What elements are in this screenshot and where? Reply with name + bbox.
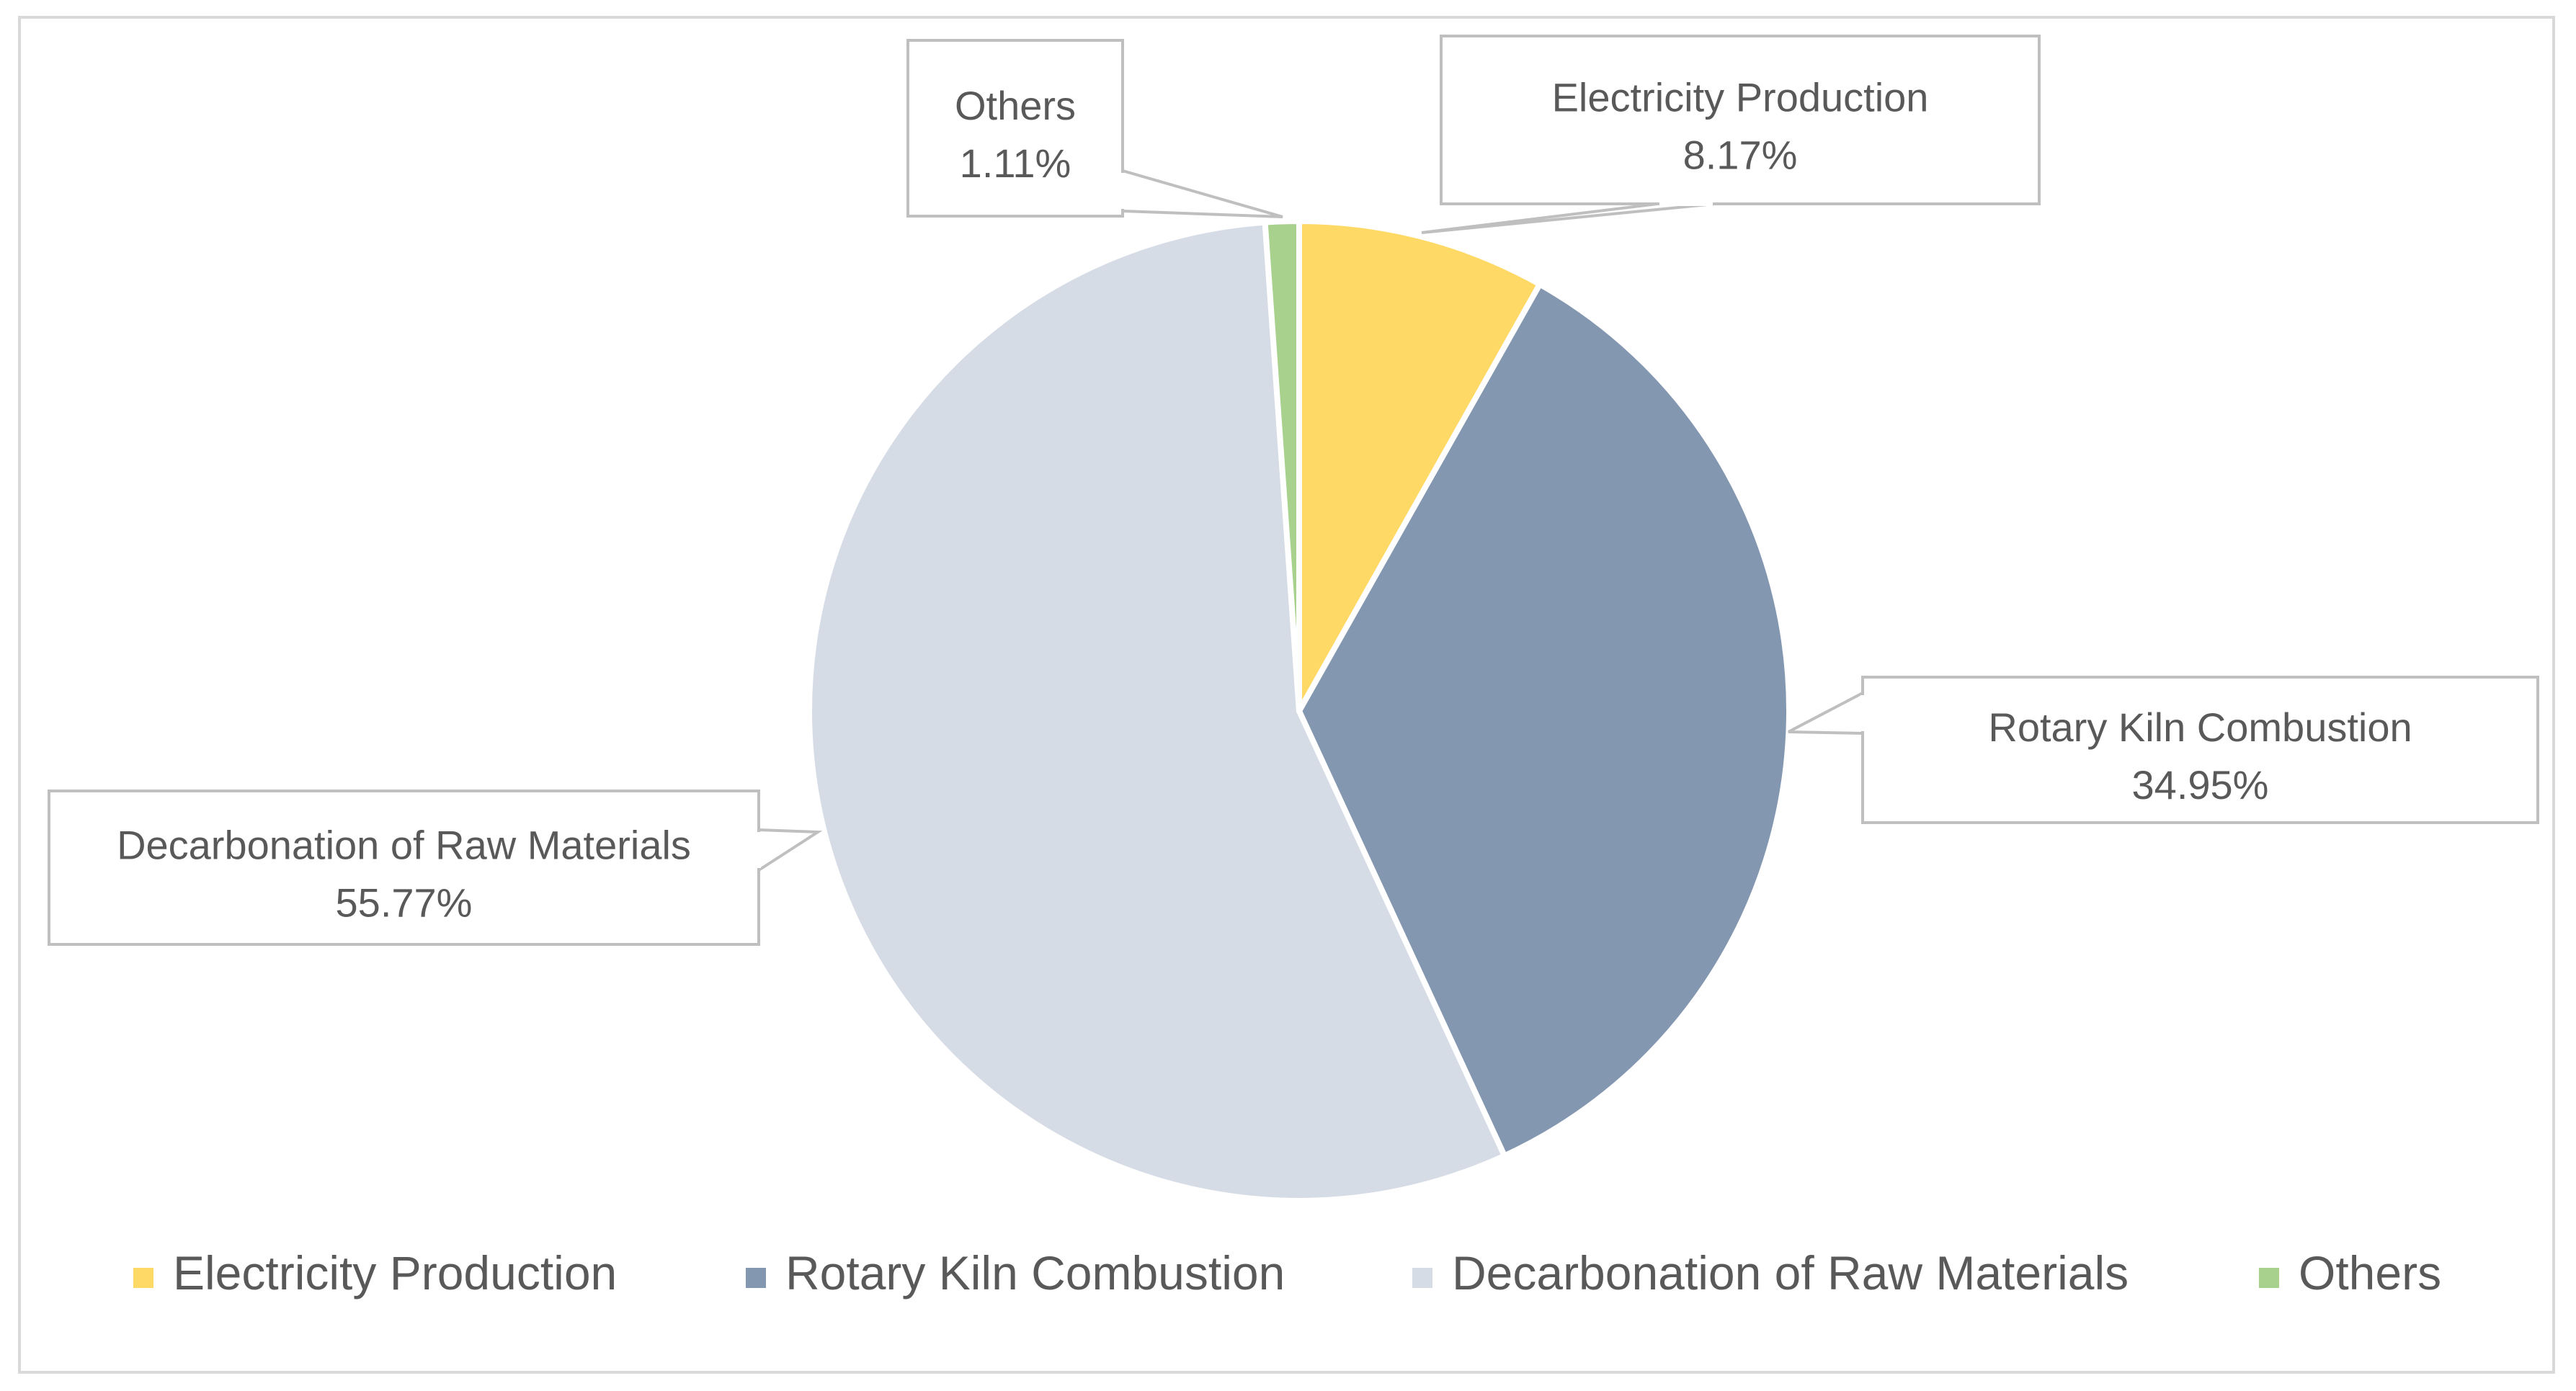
data-label-category: Electricity Production xyxy=(1552,75,1929,120)
legend-label: Decarbonation of Raw Materials xyxy=(1452,1246,2129,1300)
data-label-value: 34.95% xyxy=(2132,762,2269,808)
data-label-value: 55.77% xyxy=(336,880,473,926)
pie-slice-decarbonation-of-raw-materials xyxy=(806,219,1507,1204)
data-label-callouts: Electricity Production 8.17% Rotary Kiln C… xyxy=(48,35,2539,946)
callout-box xyxy=(1440,35,2041,205)
pie-slices xyxy=(806,218,1792,1204)
legend-label: Others xyxy=(2299,1246,2441,1300)
data-label-value: 8.17% xyxy=(1683,133,1798,178)
legend-item-rotary-kiln-combustion: Rotary Kiln Combustion xyxy=(746,1246,1285,1300)
callout-pointer xyxy=(757,828,823,873)
callout-box xyxy=(906,39,1124,218)
legend-item-decarbonation-of-raw-materials: Decarbonation of Raw Materials xyxy=(1412,1246,2129,1300)
legend-item-others: Others xyxy=(2259,1246,2441,1300)
pie-slice-electricity-production xyxy=(1296,218,1543,714)
legend-swatch xyxy=(133,1268,153,1288)
callout-pointer xyxy=(1421,202,1716,234)
data-label-category: Others xyxy=(955,83,1076,128)
data-label-value: 1.11% xyxy=(960,140,1071,186)
callout-pointer xyxy=(1121,169,1283,218)
legend: Electricity Production Rotary Kiln Combus… xyxy=(133,1246,2441,1300)
legend-item-electricity-production: Electricity Production xyxy=(133,1246,617,1300)
legend-label: Electricity Production xyxy=(173,1246,617,1300)
data-label-category: Decarbonation of Raw Materials xyxy=(117,823,691,868)
callout-decarbonation-of-raw-materials: Decarbonation of Raw Materials 55.77% xyxy=(48,790,823,946)
legend-swatch xyxy=(746,1268,766,1288)
callout-electricity-production: Electricity Production 8.17% xyxy=(1421,35,2041,234)
callout-rotary-kiln-combustion: Rotary Kiln Combustion 34.95% xyxy=(1788,676,2539,824)
legend-swatch xyxy=(2259,1268,2279,1288)
data-label-category: Rotary Kiln Combustion xyxy=(1988,705,2412,750)
legend-swatch xyxy=(1412,1268,1432,1288)
legend-label: Rotary Kiln Combustion xyxy=(785,1246,1285,1300)
callout-others: Others 1.11% xyxy=(906,39,1283,218)
callout-box xyxy=(1861,676,2539,824)
callout-pointer xyxy=(1788,690,1864,735)
pie-slice-others xyxy=(1262,218,1302,714)
